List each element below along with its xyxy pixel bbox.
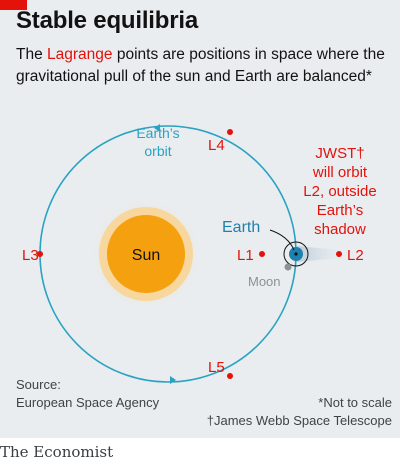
l5-label: L5 bbox=[208, 359, 225, 376]
l1-point bbox=[259, 251, 265, 257]
moon-label: Moon bbox=[248, 274, 281, 289]
l2-label: L2 bbox=[347, 247, 364, 264]
moon-orbit bbox=[283, 241, 309, 267]
earth-shadow bbox=[297, 246, 338, 262]
sun-label: Sun bbox=[132, 247, 160, 264]
note-jwst: †James Webb Space Telescope bbox=[206, 413, 392, 428]
chart-subtitle: The Lagrange points are positions in spa… bbox=[16, 44, 394, 88]
orbit-arrow-bottom-icon bbox=[170, 376, 176, 384]
subtitle-rest: points are positions in space where the … bbox=[16, 46, 385, 85]
l3-label: L3 bbox=[22, 247, 39, 264]
notes-block: *Not to scale †James Webb Space Telescop… bbox=[207, 394, 392, 430]
chart-title: Stable equilibria bbox=[16, 7, 198, 34]
l3-point bbox=[37, 251, 43, 257]
moon bbox=[284, 263, 292, 271]
jwst-line-1: JWST† bbox=[315, 145, 364, 162]
earth-pointer bbox=[269, 229, 295, 251]
l5-point bbox=[227, 373, 233, 379]
note-scale: *Not to scale bbox=[318, 395, 392, 410]
l4-label: L4 bbox=[208, 137, 225, 154]
jwst-annotation: JWST† will orbit L2, outside Earth’s sha… bbox=[303, 145, 376, 238]
l2-point bbox=[336, 251, 342, 257]
l4-point bbox=[227, 129, 233, 135]
subtitle-highlight: Lagrange bbox=[47, 46, 113, 63]
orbit-label-line2: orbit bbox=[144, 143, 171, 159]
brand-tag bbox=[0, 0, 27, 10]
jwst-line-5: shadow bbox=[314, 221, 366, 238]
source-text: European Space Agency bbox=[16, 395, 160, 410]
earth-label: Earth bbox=[222, 219, 260, 236]
lagrange-diagram: Sun Earth Moon L1 L2 L3 L4 L5 Earth’s or… bbox=[22, 124, 377, 384]
jwst-line-4: Earth’s bbox=[317, 202, 363, 219]
sun bbox=[107, 215, 185, 293]
source-block: Source: European Space Agency bbox=[16, 376, 159, 412]
orbit-label-line1: Earth’s bbox=[136, 125, 179, 141]
l1-label: L1 bbox=[237, 247, 254, 264]
subtitle-pre: The bbox=[16, 46, 43, 63]
earth-center-dot bbox=[294, 252, 298, 256]
source-label: Source: bbox=[16, 377, 61, 392]
jwst-line-2: will orbit bbox=[312, 164, 368, 181]
chart-panel: Stable equilibria The Lagrange points ar… bbox=[0, 0, 400, 438]
orbit-arrow-icon bbox=[154, 124, 160, 132]
jwst-line-3: L2, outside bbox=[303, 183, 376, 200]
brand-footer: The Economist bbox=[0, 443, 114, 461]
